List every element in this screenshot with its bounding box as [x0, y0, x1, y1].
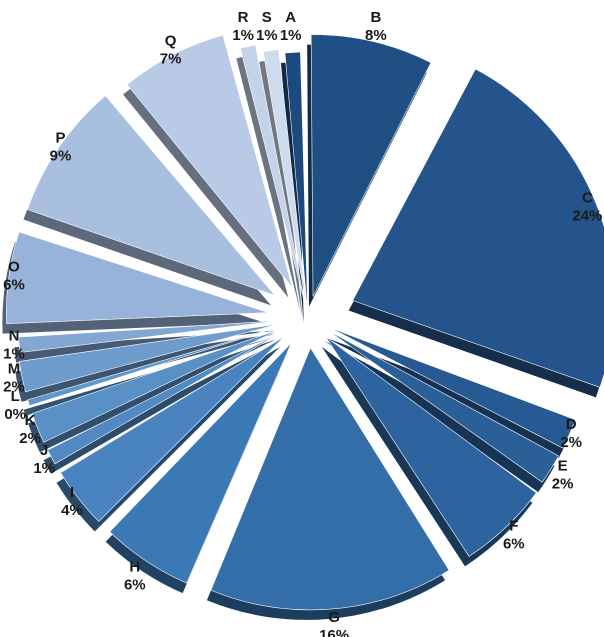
pie-slice-h: [109, 342, 292, 584]
slice-category-label: R: [238, 9, 249, 26]
slice-value-label: 1%: [3, 345, 25, 362]
slice-value-label: 2%: [560, 434, 582, 451]
slice-category-label: S: [262, 9, 272, 26]
slice-category-label: E: [558, 458, 568, 475]
slice-category-label: D: [566, 416, 577, 433]
slice-category-label: F: [509, 517, 518, 534]
pie-slice-i: [60, 336, 285, 522]
slice-label-r: R 1%: [232, 9, 254, 44]
pie-slice-l: [27, 326, 280, 407]
slice-category-label: I: [70, 484, 74, 501]
pie-slice-o: [6, 231, 269, 324]
slice-value-label: 1%: [280, 27, 302, 44]
pie-slice-d: [329, 327, 576, 449]
slice-value-label: 2%: [3, 379, 25, 396]
slice-value-label: 6%: [503, 535, 525, 552]
slice-value-label: 24%: [572, 208, 602, 225]
label-layer: A 1%B 8%C 24%D 2%E 2%F 6%G 16%H 6%I 4%J 1%K 2%L 0%M 2…: [3, 9, 602, 637]
slice-label-d: D 2%: [560, 416, 582, 451]
slice-category-label: P: [55, 130, 65, 147]
slice-category-label: N: [9, 327, 20, 344]
slice-value-label: 2%: [552, 476, 574, 493]
pie-slice-c: [352, 68, 604, 388]
pie-slice-s: [262, 49, 308, 311]
slice-value-label: 1%: [33, 460, 55, 477]
slice-label-l: L 0%: [4, 388, 26, 423]
slice-value-label: 7%: [160, 50, 182, 67]
slice-label-g: G 16%: [319, 609, 349, 637]
slice-label-a: A 1%: [280, 9, 302, 44]
slice-category-label: J: [40, 442, 48, 459]
slice-layer: [6, 34, 604, 611]
slice-label-k: K 2%: [19, 412, 41, 447]
slice-label-c: C 24%: [572, 190, 602, 225]
slice-category-label: Q: [165, 32, 177, 49]
slice-value-label: 1%: [256, 27, 278, 44]
slice-value-label: 0%: [4, 406, 26, 423]
slice-label-h: H 6%: [124, 559, 146, 594]
pie-slice-depth-j: [43, 342, 278, 474]
pie-slice-e: [328, 330, 559, 483]
slice-label-n: N 1%: [3, 327, 25, 362]
slice-value-label: 1%: [232, 27, 254, 44]
pie-slice-depth-r: [236, 55, 301, 313]
pie-slice-j: [47, 332, 282, 465]
pie-slice-a: [284, 51, 309, 315]
slice-value-label: 2%: [19, 430, 41, 447]
pie-slice-n: [18, 320, 281, 353]
slice-category-label: O: [8, 259, 20, 276]
pie-slice-k: [31, 329, 281, 443]
slice-value-label: 4%: [61, 502, 83, 519]
slice-category-label: K: [25, 412, 36, 429]
slice-value-label: 16%: [319, 627, 349, 637]
slice-label-p: P 9%: [50, 130, 72, 165]
slice-value-label: 6%: [124, 577, 146, 594]
pie-slice-g: [210, 347, 450, 611]
pie-slice-b: [310, 34, 432, 297]
slice-label-j: J 1%: [33, 442, 55, 477]
pie-slice-q: [126, 34, 293, 288]
slice-value-label: 8%: [365, 27, 387, 44]
slice-category-label: M: [8, 361, 21, 378]
pie-slice-m: [18, 323, 279, 393]
pie-slice-f: [325, 336, 537, 557]
pie-slice-r: [239, 44, 305, 303]
slice-category-label: H: [129, 559, 140, 576]
slice-category-label: C: [582, 190, 593, 207]
slice-label-f: F 6%: [503, 517, 525, 552]
pie-slice-p: [27, 95, 276, 297]
slice-category-label: L: [11, 388, 20, 405]
slice-value-label: 9%: [50, 148, 72, 165]
slice-label-e: E 2%: [552, 458, 574, 493]
slice-label-i: I 4%: [61, 484, 83, 519]
slice-category-label: G: [328, 609, 340, 626]
slice-value-label: 6%: [3, 277, 25, 294]
slice-category-label: A: [285, 9, 296, 26]
slice-category-label: B: [370, 9, 381, 26]
slice-label-b: B 8%: [365, 9, 387, 44]
slice-label-o: O 6%: [3, 259, 25, 294]
slice-label-s: S 1%: [256, 9, 278, 44]
slice-label-m: M 2%: [3, 361, 25, 396]
slice-label-q: Q 7%: [160, 32, 182, 67]
